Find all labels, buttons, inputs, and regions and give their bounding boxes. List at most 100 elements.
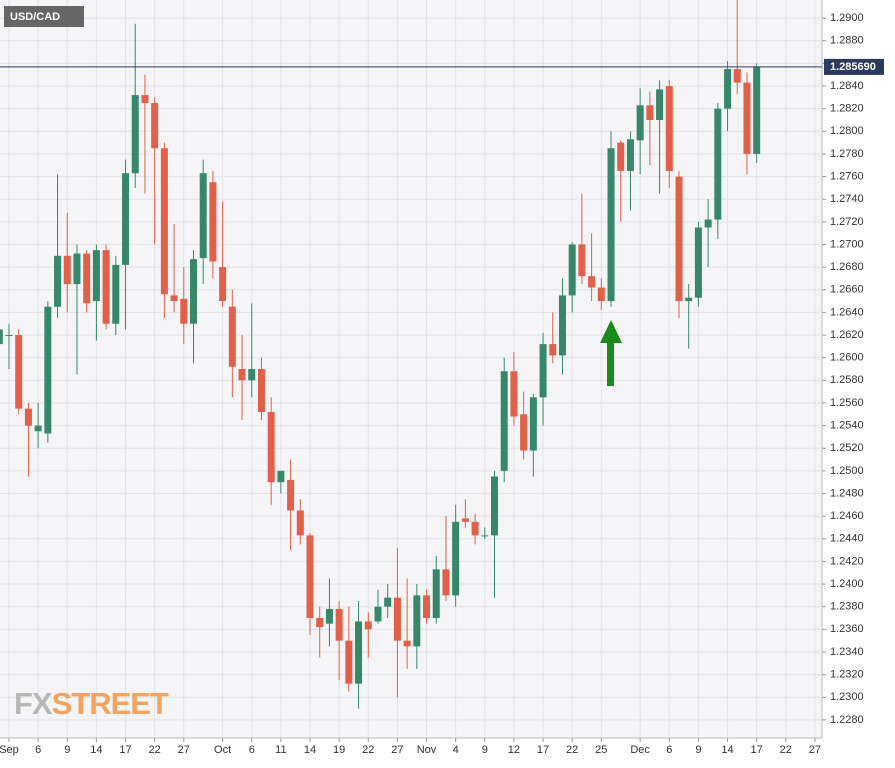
candle-body [656, 89, 664, 120]
candle-body [44, 306, 52, 434]
candle-body [151, 103, 159, 149]
candle-body [636, 105, 644, 141]
y-tick-label: 1.2740 [830, 193, 864, 205]
candle-body [617, 142, 625, 171]
x-tick-label: 14 [90, 744, 102, 756]
x-tick-label: 19 [333, 744, 345, 756]
candle-body [199, 173, 207, 259]
candle-body [345, 640, 353, 684]
candle-body [374, 606, 382, 622]
y-tick-label: 1.2500 [830, 465, 864, 477]
candle-body [714, 108, 722, 220]
candle-body [423, 595, 431, 619]
candle-body [384, 597, 392, 607]
y-tick-label: 1.2680 [830, 261, 864, 273]
candle-body [646, 105, 654, 120]
arrow-shaft [607, 340, 614, 386]
candle-body [170, 295, 178, 302]
x-tick-label: 4 [453, 744, 459, 756]
candle-body [626, 139, 634, 171]
x-tick-label: Dec [630, 744, 650, 756]
candles [0, 0, 761, 709]
candle-body [403, 640, 411, 647]
candle-body [675, 176, 683, 302]
candle-body [597, 287, 605, 302]
y-tick-label: 1.2320 [830, 669, 864, 681]
candle-body [704, 219, 712, 228]
x-tick-label: 17 [751, 744, 763, 756]
candle-body [724, 69, 732, 109]
y-tick-label: 1.2300 [830, 691, 864, 703]
x-tick-label: 17 [537, 744, 549, 756]
x-tick-label: 9 [64, 744, 70, 756]
y-tick-label: 1.2800 [830, 125, 864, 137]
x-tick-label: 12 [508, 744, 520, 756]
candle-body [209, 182, 217, 262]
candle-body [578, 244, 586, 277]
y-tick-label: 1.2880 [830, 35, 864, 47]
candle-body [228, 306, 236, 367]
candle-body [257, 369, 265, 413]
watermark: FXSTREET [14, 686, 169, 721]
candle-body [73, 253, 81, 285]
candle-body [325, 608, 333, 624]
last-price-box [824, 58, 884, 75]
candle-body [5, 335, 13, 337]
candle-body [131, 95, 139, 174]
candle-body [442, 569, 450, 596]
candle-body [306, 535, 314, 619]
candle-body [122, 173, 130, 265]
y-tick-label: 1.2520 [830, 442, 864, 454]
y-tick-label: 1.2420 [830, 555, 864, 567]
candle-body [461, 518, 469, 522]
y-tick-label: 1.2480 [830, 487, 864, 499]
candle-body [83, 253, 91, 304]
candle-body [364, 621, 372, 630]
candle-body [180, 298, 188, 324]
x-tick-label: 27 [391, 744, 403, 756]
y-tick-label: 1.2360 [830, 623, 864, 635]
candle-body [432, 569, 440, 619]
candle-body [510, 371, 518, 417]
x-tick-label: Nov [417, 744, 437, 756]
candle-body [54, 255, 62, 307]
candle-body [743, 82, 751, 154]
y-tick-label: 1.2840 [830, 80, 864, 92]
x-tick-label: 22 [566, 744, 578, 756]
candle-body [520, 414, 528, 451]
x-tick-label: 9 [482, 744, 488, 756]
y-tick-label: 1.2760 [830, 170, 864, 182]
candle-body [34, 425, 42, 432]
x-tick-label: 22 [362, 744, 374, 756]
title-box [4, 6, 84, 27]
candle-body [141, 95, 149, 104]
y-tick-label: 1.2400 [830, 578, 864, 590]
candle-body [500, 371, 508, 471]
candle-body [267, 412, 275, 483]
x-tick-label: 17 [119, 744, 131, 756]
candle-body [753, 66, 761, 154]
candle-body [92, 250, 100, 302]
y-tick-label: 1.2560 [830, 397, 864, 409]
chart-title: USD/CAD [10, 11, 60, 23]
arrow-head [600, 320, 622, 343]
candle-body [355, 621, 363, 684]
candle-body [112, 264, 120, 324]
candle-body [733, 69, 741, 83]
y-tick-label: 1.2580 [830, 374, 864, 386]
y-tick-label: 1.2600 [830, 352, 864, 364]
y-tick-label: 1.2780 [830, 148, 864, 160]
candle-body [63, 255, 71, 285]
candle-body [685, 297, 693, 302]
y-tick-label: 1.2540 [830, 420, 864, 432]
x-tick-label: 25 [595, 744, 607, 756]
y-tick-label: 1.2620 [830, 329, 864, 341]
candle-body [15, 335, 23, 409]
candle-body [588, 276, 596, 288]
candle-body [316, 618, 324, 628]
y-tick-label: 1.2380 [830, 601, 864, 613]
candle-body [413, 595, 421, 647]
x-tick-label: 9 [695, 744, 701, 756]
candle-body [539, 344, 547, 398]
